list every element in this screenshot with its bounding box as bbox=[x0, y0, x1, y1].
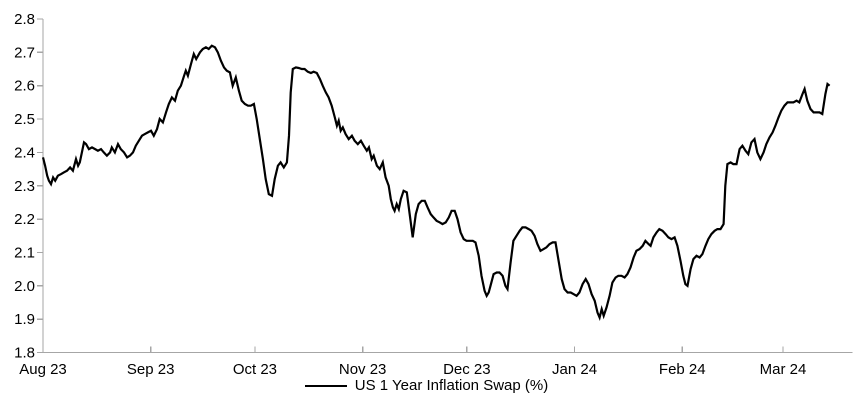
legend-label: US 1 Year Inflation Swap (%) bbox=[354, 377, 549, 394]
x-tick-label: Feb 24 bbox=[659, 361, 706, 378]
series-line bbox=[41, 44, 831, 321]
x-tick-label: Mar 24 bbox=[760, 361, 807, 378]
x-tick-label: Sep 23 bbox=[127, 361, 175, 378]
y-tick-label: 2.8 bbox=[14, 11, 35, 28]
x-tick-label: Oct 23 bbox=[233, 361, 277, 378]
x-tick-label: Aug 23 bbox=[19, 361, 67, 378]
series bbox=[41, 44, 831, 321]
y-tick-label: 2.5 bbox=[14, 111, 35, 128]
x-tick-label: Nov 23 bbox=[339, 361, 387, 378]
y-tick-label: 2.7 bbox=[14, 44, 35, 61]
y-tick-label: 1.8 bbox=[14, 345, 35, 362]
y-tick-label: 2.2 bbox=[14, 211, 35, 228]
y-tick-label: 2.4 bbox=[14, 144, 35, 161]
legend-line-marker bbox=[304, 384, 347, 387]
y-tick-label: 1.9 bbox=[14, 311, 35, 328]
legend: US 1 Year Inflation Swap (%) bbox=[0, 377, 853, 394]
x-tick-label: Jan 24 bbox=[552, 361, 597, 378]
y-tick-label: 2.0 bbox=[14, 278, 35, 295]
y-tick-label: 2.3 bbox=[14, 178, 35, 195]
y-tick-label: 2.1 bbox=[14, 244, 35, 261]
y-tick-label: 2.6 bbox=[14, 78, 35, 95]
x-tick-label: Dec 23 bbox=[443, 361, 491, 378]
